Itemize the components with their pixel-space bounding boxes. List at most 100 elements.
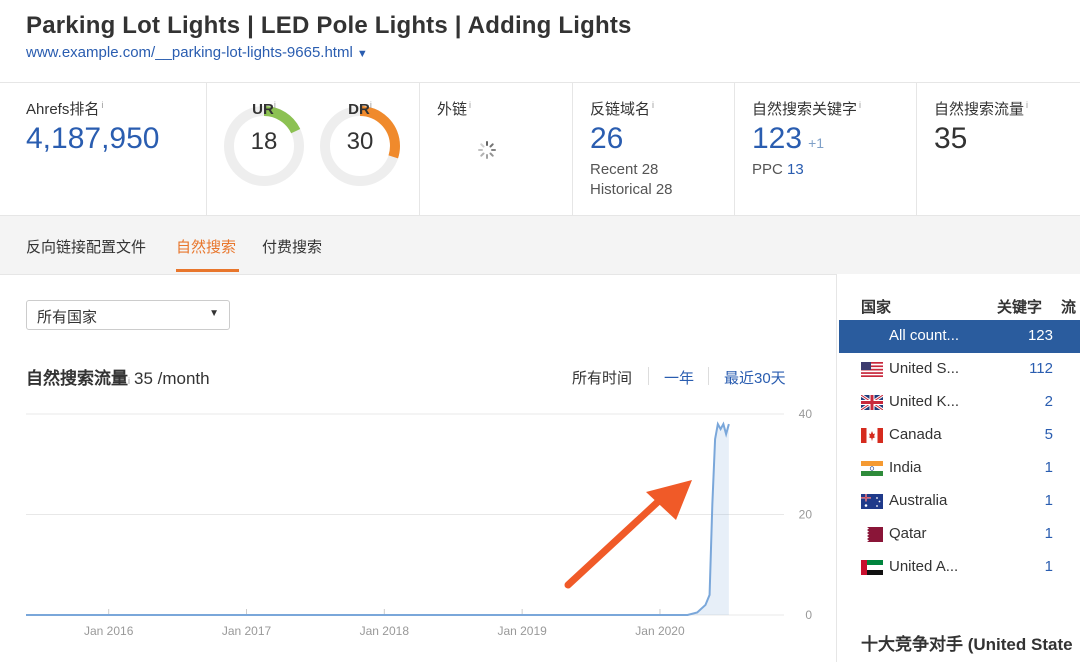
y-tick-label: 40 <box>799 407 813 421</box>
x-tick-label: Jan 2016 <box>84 624 134 638</box>
country-keywords[interactable]: 1 <box>1044 492 1053 509</box>
metric-organic-keywords: 自然搜索关键字 i 123 +1 PPC 13 <box>734 82 917 215</box>
country-keywords[interactable]: 2 <box>1044 393 1053 410</box>
country-row-qa[interactable]: Qatar 1 <box>839 518 1080 551</box>
info-icon[interactable]: i <box>273 100 276 110</box>
page-url[interactable]: www.example.com/__parking-lot-lights-966… <box>26 44 368 61</box>
dr-gauge: DRi 30 <box>318 100 402 188</box>
series-line <box>26 421 730 616</box>
loading-spinner-icon <box>478 141 496 159</box>
range-all-time[interactable]: 所有时间 <box>572 370 633 387</box>
info-icon[interactable]: i <box>469 100 472 110</box>
country-name[interactable]: All count... <box>889 327 960 344</box>
y-tick-label: 20 <box>799 508 813 522</box>
metric-ref-domains: 反链域名 i 26 Recent 28 Historical 28 <box>572 82 735 215</box>
x-tick-label: Jan 2017 <box>222 624 272 638</box>
report-tabs: 反向链接配置文件 自然搜索 付费搜索 <box>0 216 1080 275</box>
ref-domains-recent: Recent 28 <box>590 161 659 178</box>
country-row-ca[interactable]: Canada 5 <box>839 419 1080 452</box>
annotation-arrow-head <box>646 480 692 520</box>
country-keywords[interactable]: 123 <box>1027 327 1053 344</box>
chevron-down-icon[interactable]: ▼ <box>356 48 368 60</box>
ur-value: 18 <box>250 128 278 155</box>
uk-flag-icon <box>861 395 883 410</box>
country-keywords[interactable]: 5 <box>1044 426 1053 443</box>
in-flag-icon <box>861 461 883 476</box>
y-tick-label: 0 <box>805 608 812 622</box>
country-name[interactable]: Australia <box>889 492 948 509</box>
x-tick-label: Jan 2019 <box>497 624 547 638</box>
ref-domains-value[interactable]: 26 <box>590 122 624 155</box>
competitors-title: 十大竞争对手 (United State <box>861 635 1073 654</box>
metric-organic-traffic: 自然搜索流量 i 35 <box>916 82 1080 215</box>
range-last-30-days[interactable]: 最近30天 <box>724 370 786 387</box>
organic-keywords-delta: +1 <box>808 135 825 151</box>
range-separator <box>648 367 649 385</box>
country-name[interactable]: United A... <box>889 558 959 575</box>
dropdown-arrow-icon[interactable]: ▼ <box>209 308 219 319</box>
col-country-header[interactable]: 国家 <box>861 299 892 316</box>
backlinks-label: 外链 <box>437 101 468 118</box>
tab-paid-search[interactable]: 付费搜索 <box>262 239 323 256</box>
ur-label: UR <box>252 101 274 118</box>
ahrefs-rank-label: Ahrefs排名 <box>26 101 100 118</box>
us-flag-icon <box>861 362 883 377</box>
country-row-us[interactable]: United S... 112 <box>839 353 1080 386</box>
country-row-au[interactable]: Australia 1 <box>839 485 1080 518</box>
col-keywords-header[interactable]: 关键字 <box>997 299 1043 316</box>
dr-label: DR <box>348 101 370 118</box>
ppc-value[interactable]: 13 <box>787 161 804 178</box>
organic-keywords-value[interactable]: 123 <box>752 122 803 155</box>
info-icon[interactable]: i <box>101 100 104 110</box>
info-icon[interactable]: i <box>1026 100 1029 110</box>
ae-flag-icon <box>861 560 883 575</box>
page-header: Parking Lot Lights | LED Pole Lights | A… <box>0 0 1080 83</box>
country-name[interactable]: Qatar <box>889 525 927 542</box>
info-icon[interactable]: i <box>859 100 862 110</box>
country-panel: 国家 关键字 流量 All count... 123 United S... 1… <box>836 274 1080 662</box>
url-text[interactable]: www.example.com/__parking-lot-lights-966… <box>26 44 353 61</box>
country-name[interactable]: United K... <box>889 393 960 410</box>
chart-traffic-value: 35 /month <box>134 369 210 388</box>
country-name[interactable]: India <box>889 459 922 476</box>
ur-gauge: URi 18 <box>222 100 306 188</box>
country-row-ae[interactable]: United A... 1 <box>839 551 1080 584</box>
info-icon[interactable]: i <box>369 100 372 110</box>
annotation-arrow-shaft <box>564 494 666 589</box>
country-select[interactable]: 所有国家 ▼ <box>26 300 230 330</box>
country-name[interactable]: Canada <box>889 426 942 443</box>
country-row-in[interactable]: India 1 <box>839 452 1080 485</box>
x-tick-label: Jan 2020 <box>635 624 685 638</box>
country-keywords[interactable]: 1 <box>1044 525 1053 542</box>
chart-title: 自然搜索流量i 35 /month <box>26 364 210 389</box>
country-keywords[interactable]: 1 <box>1044 459 1053 476</box>
country-row-uk[interactable]: United K... 2 <box>839 386 1080 419</box>
organic-traffic-chart: 0 20 40 Jan 2016 Jan 2017 Jan 2018 Jan 2019 Jan… <box>26 407 813 638</box>
info-icon[interactable]: i <box>652 100 655 110</box>
ppc-label: PPC <box>752 161 783 178</box>
metric-backlinks: 外链 i <box>419 82 573 215</box>
country-row-all[interactable]: All count... 123 <box>839 320 1080 353</box>
tab-backlink-profile[interactable]: 反向链接配置文件 <box>26 239 147 256</box>
country-keywords[interactable]: 112 <box>1029 360 1053 377</box>
page-title: Parking Lot Lights | LED Pole Lights | A… <box>26 12 632 39</box>
qa-flag-icon <box>861 527 883 542</box>
country-keywords[interactable]: 1 <box>1044 558 1053 575</box>
series-area <box>26 424 729 615</box>
metric-ratings: URi 18 DRi 30 <box>206 82 420 215</box>
chart-title-text: 自然搜索流量 <box>26 369 128 388</box>
range-one-year[interactable]: 一年 <box>664 370 695 387</box>
organic-traffic-value: 35 <box>934 122 968 155</box>
dr-gauge-arc <box>320 106 400 186</box>
tab-organic-search[interactable]: 自然搜索 <box>176 239 237 256</box>
country-select-value[interactable]: 所有国家 <box>37 309 98 326</box>
ahrefs-rank-value: 4,187,950 <box>26 122 160 155</box>
au-flag-icon <box>861 494 883 509</box>
info-icon[interactable]: i <box>128 376 130 386</box>
x-tick-label: Jan 2018 <box>360 624 410 638</box>
dr-value: 30 <box>346 128 374 155</box>
range-separator <box>708 367 709 385</box>
metrics-row: Ahrefs排名 i 4,187,950 URi 18 DRi 30 外链 i <box>0 82 1080 216</box>
country-name[interactable]: United S... <box>889 360 960 377</box>
active-tab-indicator <box>176 269 239 272</box>
